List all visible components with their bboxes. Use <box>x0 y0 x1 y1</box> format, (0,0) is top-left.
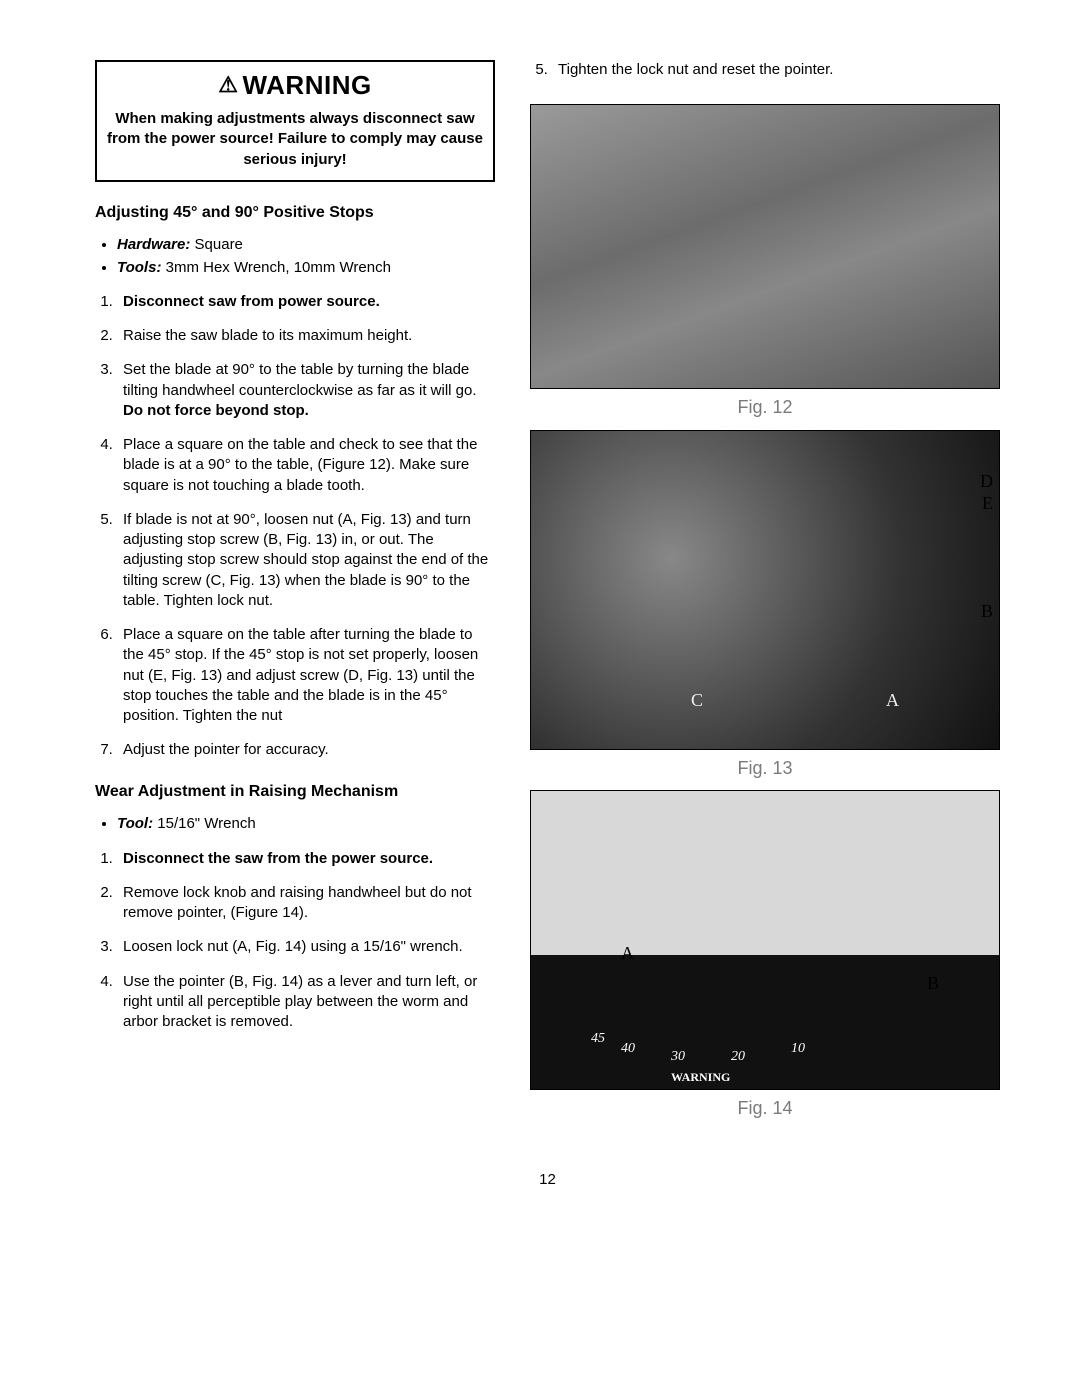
step-1-5: If blade is not at 90°, loosen nut (A, F… <box>117 510 495 611</box>
figure-13-caption: Fig. 13 <box>530 756 1000 780</box>
marker-B: B <box>981 599 993 623</box>
gauge-10: 10 <box>791 1040 805 1059</box>
figure-14-image: A B 45 40 30 20 10 WARNING <box>530 790 1000 1090</box>
step-1-4: Place a square on the table and check to… <box>117 435 495 496</box>
gauge-warning: WARNING <box>671 1069 730 1085</box>
gauge-30: 30 <box>671 1048 685 1067</box>
figure-12: Fig. 12 <box>530 104 1000 419</box>
step-2-1-text: Disconnect the saw from the power source… <box>123 850 433 867</box>
section-heading-stops: Adjusting 45° and 90° Positive Stops <box>95 202 495 224</box>
step-2-3: Loosen lock nut (A, Fig. 14) using a 15/… <box>117 937 495 957</box>
steps-list-1: Disconnect saw from power source. Raise … <box>95 292 495 761</box>
step-1-1: Disconnect saw from power source. <box>117 292 495 312</box>
warning-icon: ⚠ <box>218 72 238 97</box>
step-1-1-text: Disconnect saw from power source. <box>123 293 380 310</box>
figure-12-image <box>530 104 1000 389</box>
marker-D: D <box>980 469 993 493</box>
spec-list-2: Tool: 15/16" Wrench <box>95 814 495 834</box>
figure-13-image: D E B A C <box>530 430 1000 750</box>
steps-list-right: Tighten the lock nut and reset the point… <box>530 60 1000 80</box>
step-1-7: Adjust the pointer for accuracy. <box>117 740 495 760</box>
hardware-label: Hardware: <box>117 236 190 253</box>
warning-title: ⚠WARNING <box>107 68 483 103</box>
gauge-40: 40 <box>621 1040 635 1059</box>
step-1-3b: Do not force beyond stop. <box>123 402 309 419</box>
hardware-value: Square <box>195 236 243 253</box>
gauge-45: 45 <box>591 1030 605 1049</box>
tool-label: Tool: <box>117 815 153 832</box>
step-1-6: Place a square on the table after turnin… <box>117 625 495 726</box>
step-1-3a: Set the blade at 90° to the table by tur… <box>123 361 477 398</box>
tools-value: 3mm Hex Wrench, 10mm Wrench <box>166 259 391 276</box>
steps-list-2: Disconnect the saw from the power source… <box>95 849 495 1033</box>
spec-tool: Tool: 15/16" Wrench <box>117 814 495 834</box>
step-2-1: Disconnect the saw from the power source… <box>117 849 495 869</box>
warning-title-text: WARNING <box>243 70 372 100</box>
figure-14: A B 45 40 30 20 10 WARNING Fig. 14 <box>530 790 1000 1120</box>
marker-C: C <box>691 688 703 712</box>
section-heading-wear: Wear Adjustment in Raising Mechanism <box>95 781 495 803</box>
figure-13: D E B A C Fig. 13 <box>530 430 1000 780</box>
step-right-5: Tighten the lock nut and reset the point… <box>552 60 1000 80</box>
step-1-2: Raise the saw blade to its maximum heigh… <box>117 326 495 346</box>
tool-value: 15/16" Wrench <box>157 815 255 832</box>
warning-box: ⚠WARNING When making adjustments always … <box>95 60 495 182</box>
spec-hardware: Hardware: Square <box>117 235 495 255</box>
figure-12-caption: Fig. 12 <box>530 395 1000 419</box>
marker-14B: B <box>927 971 939 995</box>
step-1-3: Set the blade at 90° to the table by tur… <box>117 360 495 421</box>
figure-14-caption: Fig. 14 <box>530 1096 1000 1120</box>
spec-tools: Tools: 3mm Hex Wrench, 10mm Wrench <box>117 258 495 278</box>
step-2-4: Use the pointer (B, Fig. 14) as a lever … <box>117 972 495 1033</box>
warning-body: When making adjustments always disconnec… <box>107 109 483 170</box>
step-2-2: Remove lock knob and raising handwheel b… <box>117 883 495 924</box>
marker-E: E <box>982 491 993 515</box>
spec-list-1: Hardware: Square Tools: 3mm Hex Wrench, … <box>95 235 495 278</box>
marker-A: A <box>886 688 899 712</box>
tools-label: Tools: <box>117 259 161 276</box>
marker-14A: A <box>621 941 634 965</box>
gauge-20: 20 <box>731 1048 745 1067</box>
page-number: 12 <box>95 1170 1000 1190</box>
